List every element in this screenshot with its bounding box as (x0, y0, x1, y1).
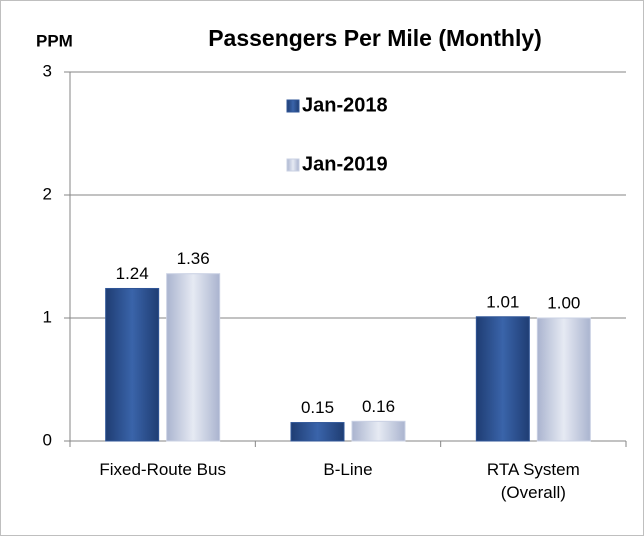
value-label: 1.00 (547, 293, 580, 312)
bar (475, 316, 530, 442)
y-axis-label: PPM (36, 31, 73, 50)
legend-marker (286, 158, 300, 172)
legend-marker (286, 99, 300, 113)
value-label: 1.36 (177, 249, 210, 268)
bar (290, 422, 345, 442)
legend-label: Jan-2019 (302, 153, 388, 175)
bar (166, 273, 221, 442)
value-label: 0.16 (362, 397, 395, 416)
value-label: 1.24 (116, 264, 149, 283)
legend-label: Jan-2018 (302, 94, 388, 116)
chart-title: Passengers Per Mile (Monthly) (208, 25, 542, 51)
y-tick-label: 1 (43, 307, 52, 326)
y-tick-label: 3 (43, 61, 52, 80)
y-tick-label: 0 (43, 430, 52, 449)
x-tick-label: B-Line (323, 460, 373, 479)
bar (351, 420, 406, 442)
value-label: 0.15 (301, 398, 334, 417)
value-label: 1.01 (486, 292, 519, 311)
y-tick-label: 2 (43, 184, 52, 203)
x-tick-label: Fixed-Route Bus (99, 460, 226, 479)
bar (536, 317, 591, 442)
x-tick-label: RTA System (Overall) (486, 460, 580, 502)
bar (105, 287, 160, 442)
